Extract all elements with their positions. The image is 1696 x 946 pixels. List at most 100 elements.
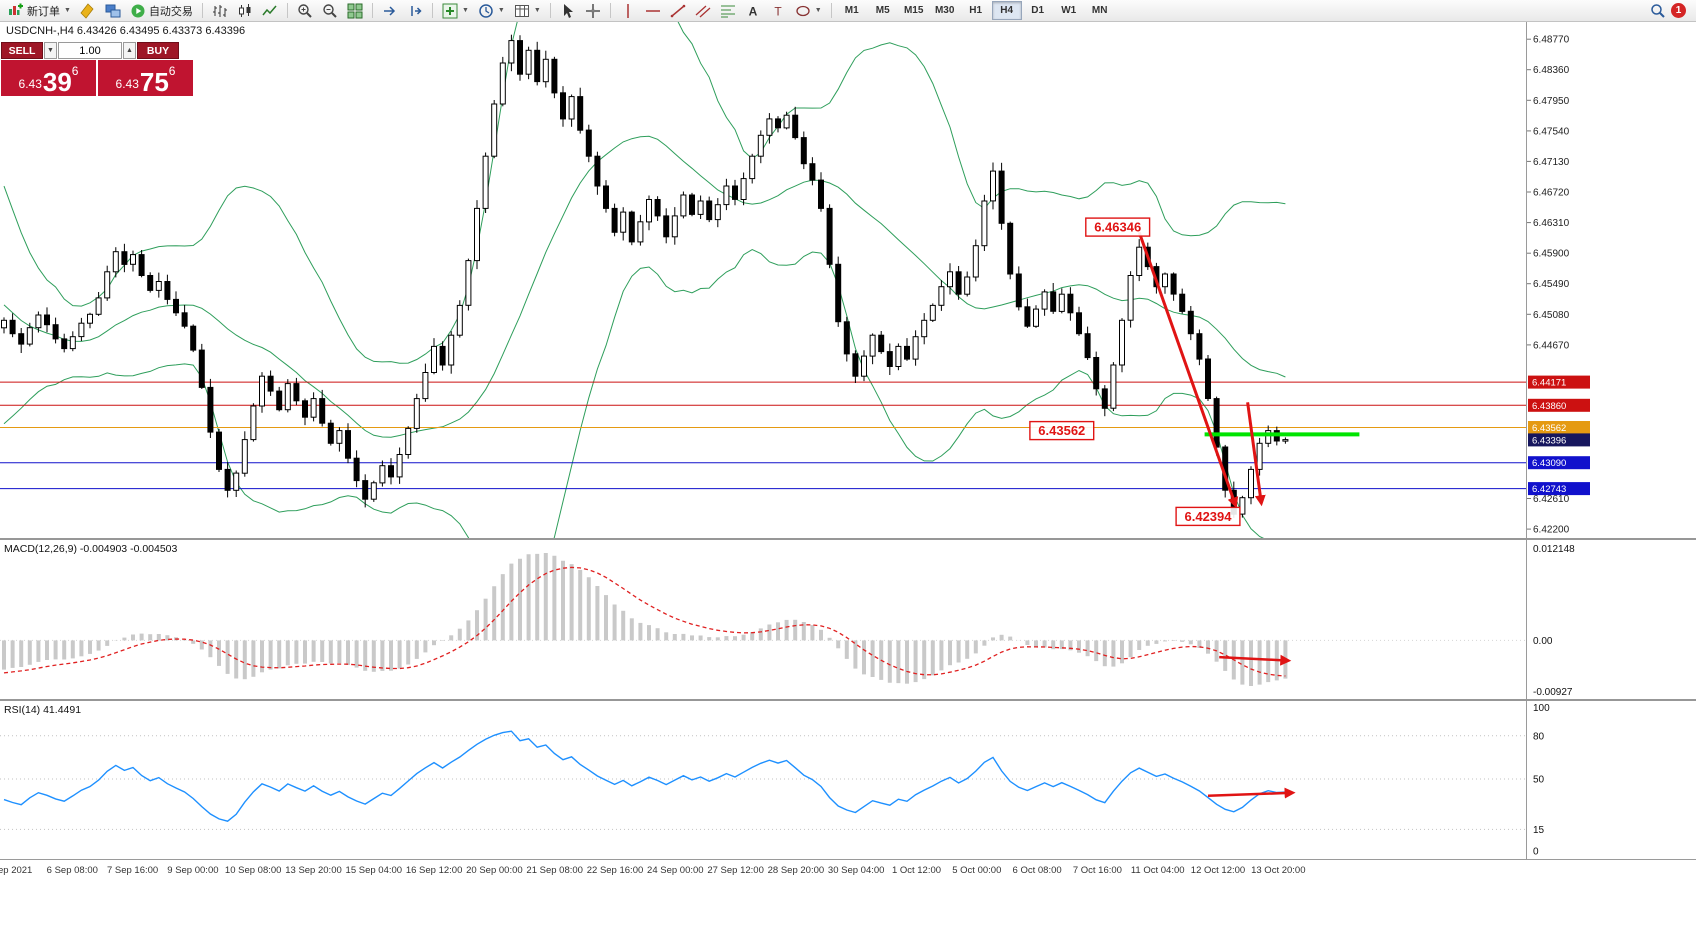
rsi-axis-label: 100	[1533, 703, 1550, 714]
candle	[603, 185, 609, 209]
trend-arrow[interactable]	[1137, 231, 1239, 509]
price-tag-label: 6.43396	[1532, 435, 1566, 446]
candle	[560, 92, 566, 120]
autotrade-icon	[131, 4, 145, 17]
price-axis-label: 6.42610	[1533, 494, 1570, 505]
time-axis-label: 1 Oct 12:00	[891, 865, 942, 876]
chevron-down-icon: ▼	[814, 7, 822, 14]
timeframe-W1[interactable]: W1	[1061, 5, 1077, 16]
buy-button[interactable]: BUY	[137, 42, 179, 59]
candle-chart-button[interactable]	[233, 1, 257, 21]
candle	[628, 211, 635, 243]
timeframe-MN[interactable]: MN	[1091, 5, 1108, 16]
sell-button[interactable]: SELL	[1, 42, 43, 59]
profiles-button[interactable]	[101, 1, 125, 21]
notifications-badge[interactable]: 1	[1671, 3, 1686, 18]
candle	[921, 319, 928, 338]
toolbar-separator	[371, 3, 373, 18]
candle	[1110, 364, 1117, 409]
macd-trend-arrow[interactable]	[1219, 654, 1292, 666]
price-axis-label: 6.48360	[1533, 65, 1570, 76]
price-tag-label: 6.44171	[1532, 378, 1566, 389]
vertical-line-button[interactable]	[616, 1, 640, 21]
timeframe-M30[interactable]: M30	[934, 5, 955, 16]
templates-button[interactable]	[76, 1, 100, 21]
auto-scroll-button[interactable]	[378, 1, 402, 21]
fibonacci-button[interactable]	[716, 1, 740, 21]
vline-icon	[627, 3, 629, 18]
timeframe-H1[interactable]: H1	[969, 5, 983, 16]
macd-axis-label: 0.00	[1533, 636, 1553, 647]
zoom-in-button[interactable]	[293, 1, 317, 21]
candle	[981, 200, 988, 247]
add-indicator-button[interactable]: ▼	[438, 1, 473, 21]
candle	[1187, 310, 1194, 335]
timeframe-M1[interactable]: M1	[844, 5, 859, 16]
rsi-line[interactable]	[3, 730, 1286, 822]
candle	[18, 333, 25, 345]
candle	[130, 254, 136, 265]
rsi-trend-arrow[interactable]	[1207, 787, 1296, 799]
candle	[413, 398, 420, 429]
bar-chart-button[interactable]	[208, 1, 232, 21]
candle	[207, 386, 214, 433]
candle	[310, 398, 317, 418]
period-menu-button[interactable]: ▼	[474, 1, 509, 21]
volume-down-button[interactable]: ▼	[44, 42, 57, 59]
chart-area[interactable]: 6.46346 6.43562 6.42394 6.48770 6.48360 6.479…	[0, 22, 1696, 538]
time-axis[interactable]: Sep 2021 6 Sep 08:00 7 Sep 16:00 9 Sep 00:0…	[0, 859, 1696, 882]
timeframe-D1[interactable]: D1	[1031, 5, 1045, 16]
trend-arrow[interactable]	[1246, 402, 1266, 507]
rsi-panel[interactable]: 100 80 50 15 0 RSI(14) 41.4491	[0, 699, 1696, 859]
zoom-out-button[interactable]	[318, 1, 342, 21]
text-button[interactable]: A	[741, 1, 765, 21]
auto-trading-button[interactable]: 自动交易	[126, 1, 197, 21]
bollinger-lower-band[interactable]	[3, 249, 1285, 538]
toolbar: 新订单 ▼ 自动交易 ▼ ▼ ▼ A T ▼ M1 M5 M15 M30 H1 H4 D1 W1 MN 1	[0, 0, 1696, 22]
rsi-axis-label: 15	[1533, 825, 1545, 836]
candle	[757, 134, 764, 157]
candle	[491, 103, 498, 157]
candle	[620, 211, 627, 233]
timeframe-M5[interactable]: M5	[875, 5, 890, 16]
tile-windows-button[interactable]	[343, 1, 367, 21]
volume-up-button[interactable]: ▲	[123, 42, 136, 59]
trendline-button[interactable]	[666, 1, 690, 21]
price-annotation-box[interactable]	[1029, 420, 1095, 441]
main-chart[interactable]: 6.46346 6.43562 6.42394 6.48770 6.48360 6.479…	[0, 22, 1696, 538]
bollinger-middle-band[interactable]	[3, 135, 1286, 438]
grid-menu-button[interactable]: ▼	[510, 1, 545, 21]
candle	[809, 163, 816, 181]
candle	[155, 281, 162, 291]
volume-input[interactable]	[58, 42, 122, 59]
candle	[474, 207, 480, 262]
text-label-button[interactable]: T	[766, 1, 790, 21]
macd-panel[interactable]: 0.012148 0.00 -0.00927 MACD(12,26,9) -0.00…	[0, 538, 1696, 699]
price-annotation-box[interactable]	[1175, 506, 1241, 527]
search-button[interactable]	[1646, 1, 1670, 21]
line-chart-button[interactable]	[258, 1, 282, 21]
candle	[422, 372, 429, 400]
channel-button[interactable]	[691, 1, 715, 21]
rsi-axis-label: 80	[1533, 731, 1545, 742]
sell-price-display[interactable]: 6.43 39 6	[1, 60, 96, 96]
timeframe-H4[interactable]: H4	[991, 1, 1022, 20]
crosshair-button[interactable]	[581, 1, 605, 21]
candle	[568, 96, 575, 120]
horizontal-line-button[interactable]	[641, 1, 665, 21]
candle	[783, 114, 790, 129]
autoscroll-icon	[383, 5, 395, 16]
chart-shift-button[interactable]	[403, 1, 427, 21]
timeframe-M15[interactable]: M15	[903, 5, 924, 16]
new-order-button[interactable]: 新订单 ▼	[4, 1, 75, 21]
bollinger-upper-band[interactable]	[3, 22, 1286, 364]
cursor-button[interactable]	[556, 1, 580, 21]
candle	[1248, 468, 1254, 499]
shapes-button[interactable]: ▼	[791, 1, 826, 21]
price-axis-label: 6.42200	[1533, 525, 1570, 536]
candle	[250, 405, 257, 441]
macd-signal-line[interactable]	[3, 566, 1286, 677]
time-axis-label: 6 Sep 08:00	[46, 865, 98, 876]
buy-price-display[interactable]: 6.43 75 6	[98, 60, 193, 96]
price-annotation-box[interactable]	[1085, 217, 1151, 237]
